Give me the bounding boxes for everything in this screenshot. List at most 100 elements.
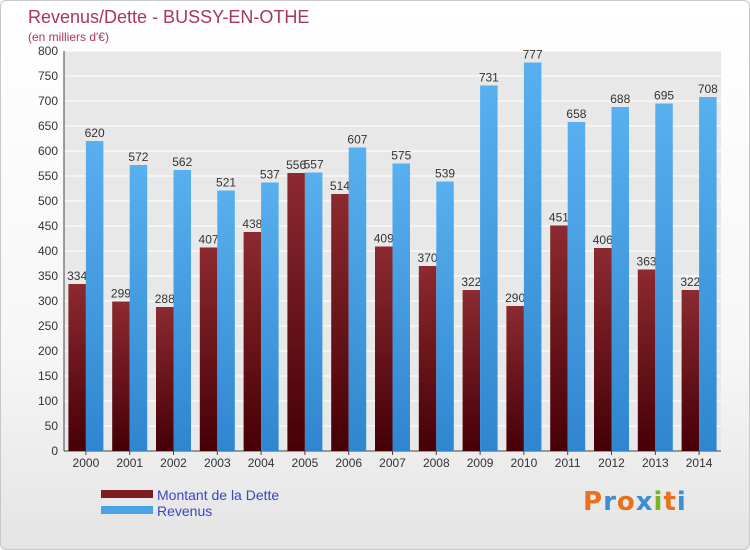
y-tick-label: 250 [38,319,58,333]
bar-dette [550,225,568,451]
y-tick-label: 750 [38,69,58,83]
bar-dette [156,307,174,451]
bar-dette [375,246,393,451]
legend-swatch-revenus [101,506,153,514]
y-tick-label: 350 [38,269,58,283]
bar-revenus [480,85,498,451]
data-label-dette: 438 [242,217,262,231]
data-label-revenus: 575 [391,149,411,163]
bar-dette [506,306,524,451]
x-tick-label: 2004 [248,456,275,470]
bar-revenus [304,172,323,451]
y-tick-label: 200 [38,344,58,358]
data-label-revenus: 777 [523,48,543,62]
bar-dette [418,266,437,451]
data-label-revenus: 620 [85,126,105,140]
bar-dette [68,284,86,451]
bar-revenus [217,190,235,451]
data-label-dette: 406 [593,233,613,247]
data-label-revenus: 521 [216,176,236,190]
data-label-revenus: 607 [347,133,367,147]
x-tick-label: 2010 [511,456,538,470]
x-tick-label: 2009 [467,456,494,470]
bar-revenus [348,147,367,451]
legend-label-revenus: Revenus [157,503,213,519]
bar-revenus [655,103,673,451]
bar-dette [681,290,700,451]
data-label-dette: 322 [680,275,700,289]
logo-letter: t [663,487,677,517]
legend-swatch-dette [101,490,153,498]
bar-dette [462,290,481,451]
logo-letter: o [616,487,636,517]
data-label-revenus: 562 [172,155,192,169]
bar-dette [287,173,305,451]
bar-revenus [523,62,542,451]
y-tick-label: 150 [38,369,58,383]
y-tick-label: 550 [38,169,58,183]
data-label-revenus: 695 [654,89,674,103]
y-tick-label: 400 [38,244,58,258]
data-label-dette: 556 [286,158,306,172]
data-label-dette: 370 [418,251,438,265]
data-label-revenus: 557 [304,158,324,172]
x-tick-label: 2012 [598,456,625,470]
bar-revenus [85,141,104,451]
bar-revenus [261,182,279,451]
x-tick-label: 2013 [642,456,669,470]
x-tick-label: 2014 [686,456,713,470]
bar-revenus [436,181,454,451]
data-label-revenus: 658 [566,107,586,121]
x-tick-label: 2005 [292,456,319,470]
bar-dette [199,247,218,451]
bar-revenus [567,122,586,451]
logo-letter: i [676,487,687,517]
bar-dette [243,232,262,451]
proxiti-logo: Proxiti [583,487,687,517]
x-tick-label: 2000 [73,456,100,470]
bar-dette [637,269,656,451]
bar-dette [112,301,130,451]
legend-label-dette: Montant de la Dette [157,487,280,503]
data-label-revenus: 708 [698,82,718,96]
data-label-dette: 334 [67,269,87,283]
data-label-revenus: 539 [435,167,455,181]
data-label-dette: 409 [374,232,394,246]
bar-revenus [699,97,717,451]
y-tick-label: 50 [45,419,59,433]
x-tick-label: 2011 [555,456,581,470]
x-tick-label: 2007 [379,456,406,470]
bar-dette [331,194,349,451]
x-tick-label: 2006 [335,456,362,470]
y-tick-label: 650 [38,119,58,133]
chart-subtitle: (en milliers d'€) [28,30,109,44]
y-tick-label: 300 [38,294,58,308]
y-tick-label: 0 [51,444,58,458]
data-label-dette: 451 [549,211,569,225]
data-label-dette: 407 [199,233,219,247]
data-label-dette: 363 [637,255,657,269]
data-label-dette: 288 [155,292,175,306]
y-tick-label: 100 [38,394,58,408]
bar-revenus [392,163,410,451]
y-tick-label: 700 [38,94,58,108]
data-label-dette: 514 [330,179,350,193]
data-label-revenus: 688 [610,92,630,106]
x-tick-label: 2001 [116,456,143,470]
data-label-dette: 290 [505,291,525,305]
data-label-revenus: 731 [479,71,499,85]
logo-letter: i [653,487,664,517]
bar-revenus [173,170,191,451]
bar-revenus [611,107,629,451]
x-tick-label: 2002 [160,456,187,470]
logo-letter: P [583,487,604,517]
y-tick-label: 500 [38,194,58,208]
data-label-dette: 299 [111,287,131,301]
bar-revenus [129,165,148,451]
y-tick-label: 450 [38,219,58,233]
data-label-revenus: 537 [260,168,280,182]
data-label-dette: 322 [461,275,481,289]
y-tick-label: 800 [38,44,58,58]
